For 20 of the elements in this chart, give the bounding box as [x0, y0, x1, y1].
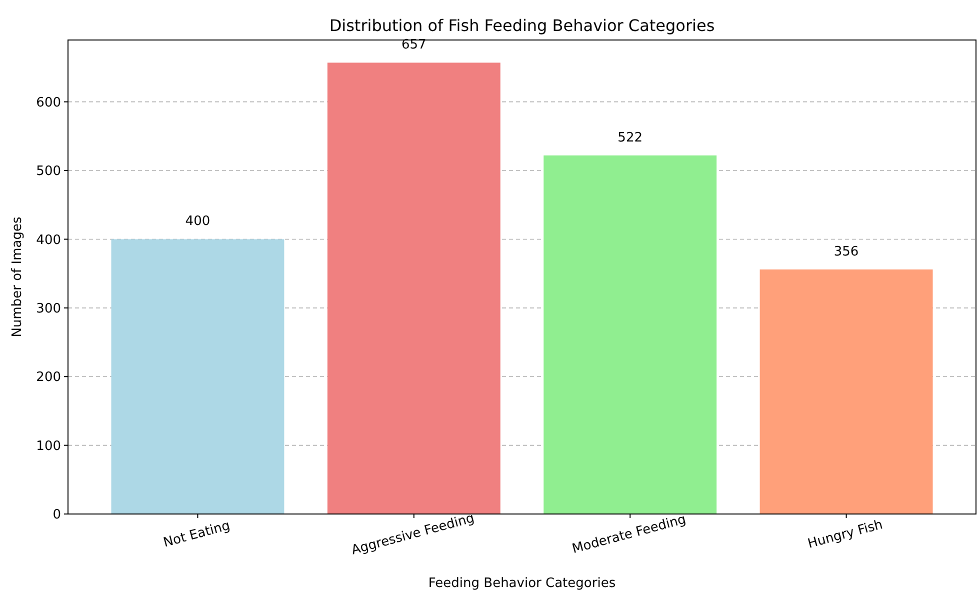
y-tick-label: 600 — [36, 95, 61, 110]
bar — [760, 269, 933, 514]
y-axis-title: Number of Images — [10, 216, 25, 338]
data-label: 400 — [185, 214, 210, 230]
bar — [327, 62, 500, 514]
y-tick-label: 500 — [36, 164, 61, 180]
y-tick-label: 0 — [52, 508, 61, 523]
x-tick-label: Hungry Fish — [806, 517, 884, 552]
x-tick-label: Not Eating — [162, 518, 232, 551]
data-label: 522 — [618, 130, 643, 146]
chart-title: Distribution of Fish Feeding Behavior Categories — [329, 16, 715, 35]
x-axis-title: Feeding Behavior Categories — [428, 576, 616, 591]
y-tick-label: 100 — [36, 438, 61, 454]
y-tick-label: 200 — [36, 370, 61, 386]
data-label: 356 — [834, 244, 859, 260]
bar — [544, 155, 717, 514]
x-tick-label: Moderate Feeding — [570, 512, 688, 558]
y-tick-label: 300 — [36, 301, 61, 316]
bar — [111, 239, 284, 514]
y-tick-label: 400 — [36, 232, 61, 248]
